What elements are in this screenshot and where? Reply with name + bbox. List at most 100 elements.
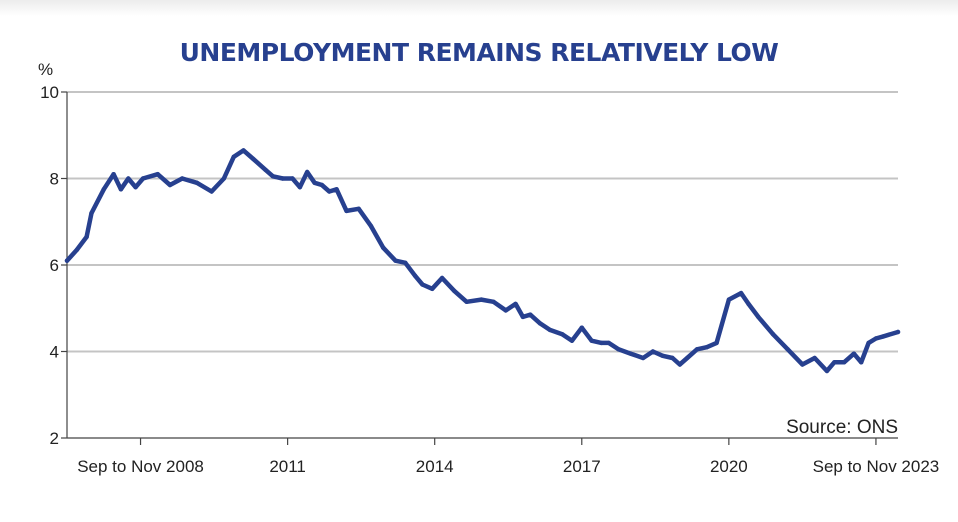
- data-point: [167, 182, 173, 188]
- data-point: [738, 290, 744, 296]
- data-point: [133, 185, 138, 190]
- data-point: [118, 187, 124, 192]
- data-point: [746, 301, 751, 307]
- x-tick-label: 2017: [563, 457, 601, 476]
- data-point: [726, 297, 732, 302]
- data-point: [851, 351, 857, 356]
- data-point: [412, 273, 418, 278]
- data-point: [280, 176, 285, 181]
- data-point: [263, 167, 268, 173]
- data-point: [89, 210, 94, 216]
- data-point: [640, 355, 646, 361]
- data-point: [528, 312, 533, 317]
- series-line: [64, 148, 901, 374]
- data-point: [866, 340, 871, 346]
- data-point: [628, 351, 633, 356]
- data-point: [84, 234, 89, 240]
- data-point: [420, 282, 425, 287]
- data-point: [464, 299, 469, 304]
- data-point: [439, 275, 445, 281]
- data-point: [430, 286, 435, 291]
- data-point: [547, 327, 553, 333]
- data-point: [569, 338, 575, 343]
- data-point: [606, 340, 611, 346]
- data-point: [403, 260, 408, 265]
- data-point: [368, 223, 374, 229]
- data-point: [479, 297, 484, 302]
- data-point: [660, 353, 665, 358]
- data-point: [74, 247, 80, 253]
- data-point: [800, 362, 805, 367]
- data-point: [756, 314, 761, 320]
- data-point: [356, 206, 361, 211]
- data-point: [560, 332, 565, 337]
- data-point: [589, 338, 594, 343]
- data-point: [685, 355, 690, 361]
- data-point: [319, 182, 325, 188]
- data-point: [312, 180, 317, 185]
- data-point: [537, 321, 543, 326]
- chart-title: UNEMPLOYMENT REMAINS RELATIVELY LOW: [179, 38, 779, 67]
- data-point: [616, 347, 621, 352]
- data-point: [881, 334, 886, 339]
- data-point: [209, 189, 214, 194]
- data-point: [824, 368, 830, 374]
- data-point: [491, 299, 496, 304]
- data-point: [599, 340, 604, 346]
- data-point: [670, 355, 675, 361]
- x-tick-label: 2014: [416, 457, 454, 476]
- top-band: [0, 0, 958, 16]
- y-tick-label: 10: [40, 83, 59, 102]
- data-point: [785, 347, 790, 352]
- y-unit-label: %: [38, 60, 53, 79]
- y-tick-label: 8: [50, 170, 59, 189]
- y-tick-label: 4: [50, 343, 59, 362]
- data-point: [231, 154, 236, 160]
- data-point: [513, 301, 518, 307]
- data-point: [832, 360, 837, 365]
- data-point: [694, 347, 700, 352]
- source-label: Source: ONS: [786, 417, 898, 438]
- data-point: [520, 314, 526, 320]
- data-point: [155, 172, 160, 177]
- x-tick-label: 2011: [269, 457, 306, 476]
- data-point: [126, 176, 131, 181]
- data-point: [714, 340, 719, 346]
- data-point: [704, 345, 709, 350]
- data-point: [334, 187, 339, 192]
- data-point: [381, 245, 386, 250]
- y-axis: 2 4 6 8 10: [40, 83, 68, 448]
- data-point: [270, 174, 276, 179]
- data-point: [579, 325, 584, 330]
- series-group: [64, 148, 901, 374]
- data-point: [812, 355, 817, 361]
- data-point: [873, 336, 879, 341]
- x-tick-label: Sep to Nov 2023: [813, 457, 940, 476]
- data-point: [327, 189, 332, 194]
- data-point: [503, 308, 508, 313]
- grid-lines: [67, 91, 898, 353]
- data-point: [344, 208, 349, 214]
- data-point: [305, 169, 310, 175]
- data-point: [221, 176, 227, 181]
- x-tick-label: 2020: [710, 457, 748, 476]
- data-point: [677, 362, 682, 367]
- data-point: [251, 156, 256, 162]
- data-point: [452, 288, 457, 294]
- data-point: [111, 172, 116, 177]
- data-point: [393, 258, 398, 263]
- data-point: [290, 176, 295, 181]
- data-point: [895, 329, 901, 335]
- data-point: [140, 176, 146, 181]
- x-tick-label: Sep to Nov 2008: [77, 457, 204, 476]
- data-point: [194, 180, 200, 185]
- data-point: [650, 349, 656, 354]
- data-point: [297, 185, 303, 190]
- data-point: [770, 332, 776, 337]
- y-tick-label: 6: [50, 256, 59, 275]
- data-point: [64, 258, 70, 263]
- data-point: [859, 360, 864, 365]
- y-tick-label: 2: [50, 429, 59, 448]
- x-axis: Sep to Nov 2008 2011 2014 2017 2020 Sep to No…: [67, 437, 940, 476]
